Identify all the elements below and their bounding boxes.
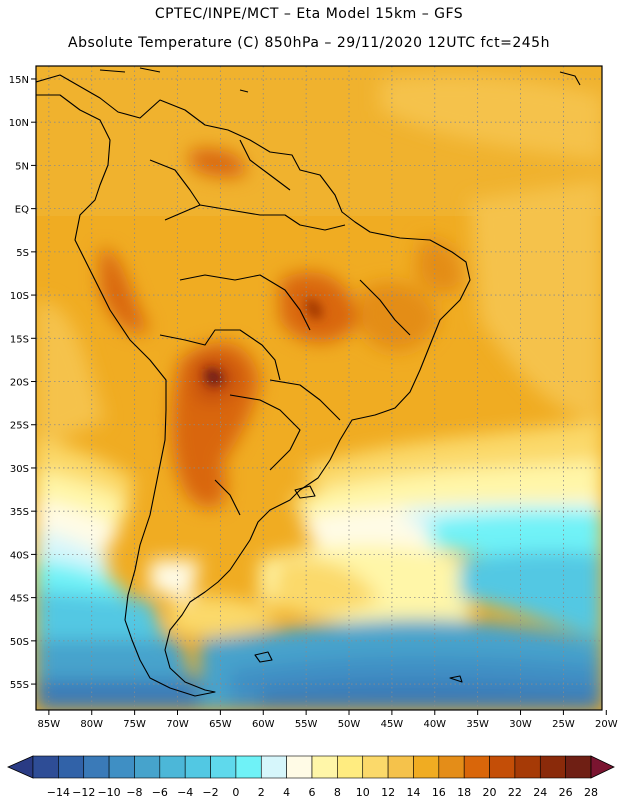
colorbar-label: 24	[533, 786, 547, 799]
coastline	[36, 67, 581, 697]
colorbar-swatch	[159, 755, 186, 779]
colorbar-label: −4	[177, 786, 193, 799]
colorbar: −14 −12 −10 −8 −6 −4 −2 0 2 4 6 8 10 12 14 16 18 20 22 24 26…	[7, 755, 615, 799]
lon-tick-label: 45W	[381, 719, 404, 730]
lon-tick-label: 75W	[123, 719, 146, 730]
lon-tick-label: 55W	[295, 719, 318, 730]
lon-tick-label: 40W	[423, 719, 446, 730]
colorbar-swatch	[32, 755, 59, 779]
colorbar-label: −6	[152, 786, 168, 799]
lat-tick-label: 10N	[9, 118, 29, 129]
lat-tick-label: 45S	[10, 594, 29, 605]
colorbar-swatch	[260, 755, 287, 779]
colorbar-label: −12	[72, 786, 95, 799]
colorbar-label: 28	[584, 786, 598, 799]
graticule	[36, 66, 602, 710]
lat-tick-label: 25S	[10, 421, 29, 432]
colorbar-swatch	[311, 755, 338, 779]
colorbar-label: −8	[126, 786, 142, 799]
colorbar-swatch	[134, 755, 161, 779]
lon-tick-label: 50W	[338, 719, 361, 730]
colorbar-label: −14	[47, 786, 70, 799]
colorbar-swatch	[362, 755, 389, 779]
colorbar-swatch	[108, 755, 135, 779]
colorbar-label: 16	[432, 786, 446, 799]
lat-tick-label: 15N	[9, 75, 29, 86]
colorbar-label: 2	[258, 786, 265, 799]
colorbar-swatch	[438, 755, 465, 779]
colorbar-label: 6	[309, 786, 316, 799]
colorbar-label: 0	[232, 786, 239, 799]
colorbar-label: 18	[457, 786, 471, 799]
lat-tick-label: 55S	[10, 680, 29, 691]
map-frame	[35, 65, 603, 711]
colorbar-label: 8	[334, 786, 341, 799]
colorbar-swatch	[83, 755, 110, 779]
lat-tick-label: 5N	[15, 161, 29, 172]
lon-tick-label: 80W	[80, 719, 103, 730]
lat-tick-label: 40S	[10, 550, 29, 561]
lon-tick-label: 20W	[595, 719, 618, 730]
lon-tick-label: 35W	[466, 719, 489, 730]
colorbar-label: −2	[202, 786, 218, 799]
lat-tick-label: 10S	[10, 291, 29, 302]
lat-tick-label: 50S	[10, 637, 29, 648]
map-title-line2: Absolute Temperature (C) 850hPa – 29/11/…	[68, 35, 550, 51]
lon-tick-label: 85W	[38, 719, 61, 730]
lat-tick-label: 35S	[10, 507, 29, 518]
colorbar-label: 10	[356, 786, 370, 799]
lon-tick-label: 25W	[552, 719, 575, 730]
temperature-field	[36, 66, 602, 710]
colorbar-label: 4	[283, 786, 290, 799]
colorbar-over-arrow	[590, 755, 615, 779]
colorbar-swatch	[514, 755, 541, 779]
colorbar-swatch	[387, 755, 414, 779]
colorbar-label: 14	[406, 786, 420, 799]
colorbar-swatch	[184, 755, 211, 779]
lat-tick-label: 5S	[16, 248, 29, 259]
lat-tick-label: 30S	[10, 464, 29, 475]
colorbar-swatch	[413, 755, 440, 779]
colorbar-label: 20	[483, 786, 497, 799]
lat-tick-label: 20S	[10, 378, 29, 389]
colorbar-swatch	[463, 755, 490, 779]
lon-tick-label: 60W	[252, 719, 275, 730]
colorbar-label: 26	[559, 786, 573, 799]
colorbar-swatch	[58, 755, 85, 779]
lon-tick-label: 70W	[166, 719, 189, 730]
colorbar-swatch	[337, 755, 364, 779]
lat-tick-label: EQ	[15, 205, 29, 216]
colorbar-label: 12	[381, 786, 395, 799]
colorbar-label: 22	[508, 786, 522, 799]
latitude-axis: 15N 10N 5N EQ 5S 10S 15S 20S 25S 30S 35S 40S 45S 50S 5…	[9, 75, 36, 691]
lon-tick-label: 65W	[209, 719, 232, 730]
lon-tick-label: 30W	[509, 719, 532, 730]
colorbar-swatch	[286, 755, 313, 779]
colorbar-swatch	[235, 755, 262, 779]
colorbar-under-arrow	[7, 755, 34, 779]
longitude-axis: 85W 80W 75W 70W 65W 60W 55W 50W 45W 40W 35W 30W 25W 2…	[38, 710, 618, 730]
colorbar-swatch	[565, 755, 592, 779]
map-title-line1: CPTEC/INPE/MCT – Eta Model 15km – GFS	[154, 6, 464, 22]
lat-tick-label: 15S	[10, 334, 29, 345]
colorbar-swatch	[489, 755, 516, 779]
colorbar-swatch	[539, 755, 566, 779]
colorbar-label: −10	[97, 786, 120, 799]
colorbar-swatch	[210, 755, 237, 779]
